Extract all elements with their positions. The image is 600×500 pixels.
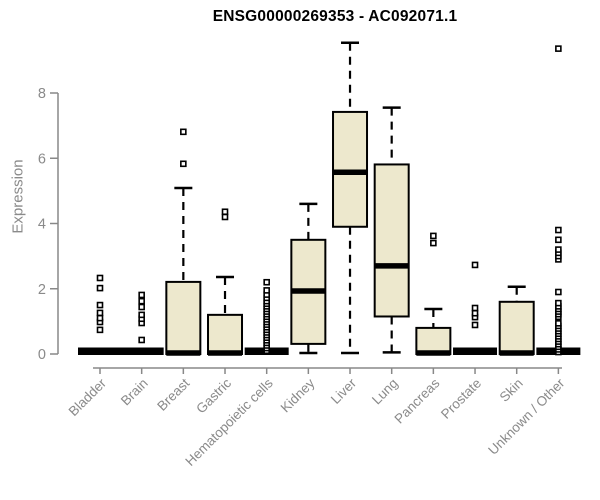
outlier-point-unknown-other	[555, 226, 562, 234]
box-liver	[332, 110, 369, 228]
x-category-label: Breast	[154, 375, 192, 413]
outlier-point-bladder	[96, 309, 104, 317]
y-tick-label: 8	[38, 86, 46, 102]
box-pancreas	[415, 326, 452, 355]
x-category-label: Gastric	[193, 375, 234, 416]
x-category-label: Brain	[118, 376, 151, 409]
outlier-point-pancreas	[430, 239, 437, 247]
y-tick-label: 4	[38, 217, 46, 233]
outlier-point-gastric	[221, 213, 229, 221]
flat-bar-brain	[119, 347, 164, 355]
outlier-point-bladder	[96, 314, 104, 322]
flat-bar-prostate	[453, 347, 498, 355]
y-tick-label: 6	[38, 151, 46, 167]
y-tick-label: 2	[38, 282, 46, 298]
box-breast	[165, 280, 202, 355]
outlier-point-brain	[138, 311, 145, 319]
box-gastric	[207, 313, 244, 356]
x-category-label: Bladder	[66, 375, 110, 419]
x-category-label: Unknown / Other	[485, 375, 568, 458]
outlier-point-bladder	[96, 301, 104, 309]
outlier-point-prostate	[471, 321, 479, 329]
box-lung	[373, 163, 410, 318]
outlier-point-brain	[138, 303, 145, 311]
outlier-point-bladder	[96, 274, 104, 282]
outlier-point-prostate	[471, 304, 479, 312]
outlier-point-gastric	[221, 208, 229, 216]
outlier-point-unknown-other	[555, 299, 562, 307]
x-category-label: Liver	[328, 375, 360, 407]
outlier-point-hematopoietic-cells	[263, 278, 270, 286]
outlier-point-brain	[138, 297, 145, 305]
outlier-point-hematopoietic-cells	[263, 287, 270, 294]
outlier-point-bladder	[96, 284, 104, 292]
chart-title: ENSG00000269353 - AC092071.1	[212, 8, 458, 25]
x-category-label: Prostate	[438, 376, 484, 422]
outlier-point-breast	[180, 160, 187, 168]
outlier-point-prostate	[471, 309, 479, 317]
outlier-point-unknown-other	[555, 288, 562, 296]
outlier-point-breast	[180, 128, 187, 136]
y-tick-label: 0	[38, 347, 46, 363]
x-category-label: Lung	[369, 376, 401, 408]
outlier-point-brain	[138, 336, 145, 344]
outlier-point-prostate	[471, 261, 479, 269]
outlier-point-pancreas	[430, 232, 437, 240]
outlier-point-unknown-other	[555, 320, 562, 327]
outlier-point-unknown-other	[555, 236, 562, 244]
flat-bar-bladder	[78, 347, 122, 355]
outlier-point-brain	[138, 291, 145, 299]
outlier-point-unknown-other	[555, 246, 562, 253]
x-category-label: Pancreas	[392, 375, 443, 426]
box-skin	[498, 300, 535, 355]
x-category-label: Skin	[497, 376, 526, 405]
outlier-point-unknown-other	[555, 45, 562, 52]
x-category-label: Kidney	[278, 375, 318, 415]
outlier-point-bladder	[96, 326, 104, 334]
